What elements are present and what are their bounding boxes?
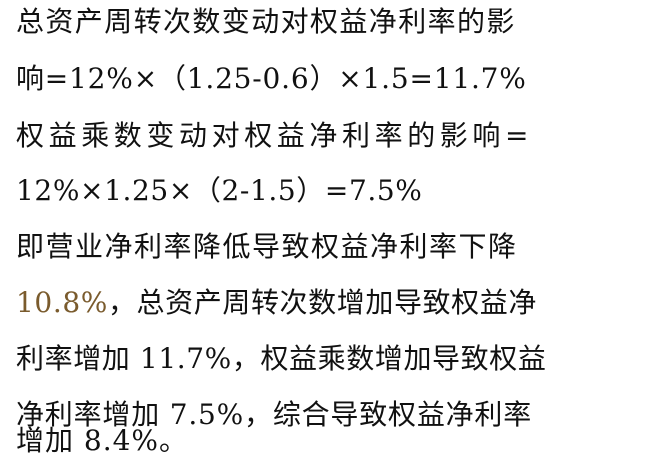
text-line-6-rest: ，总资产周转次数增加导致权益净 xyxy=(107,286,537,319)
text-line-3: 权益乘数变动对权益净利率的影响= xyxy=(16,119,534,152)
text-line-7: 利率增加 11.7%，权益乘数增加导致权益 xyxy=(16,342,547,375)
text-line-8: 净利率增加 7.5%，综合导致权益净利率 xyxy=(16,398,533,431)
text-line-6: 10.8%，总资产周转次数增加导致权益净 xyxy=(16,282,537,324)
percentage-10-8: 10.8% xyxy=(16,286,108,319)
text-line-1: 总资产周转次数变动对权益净利率的影 xyxy=(16,5,516,38)
text-line-5: 即营业净利率降低导致权益净利率下降 xyxy=(16,230,518,263)
text-line-9: 增加 8.4%。 xyxy=(16,424,189,457)
text-line-2: 响=12%×（1.25-0.6）×1.5=11.7% xyxy=(16,62,527,95)
text-line-4: 12%×1.25×（2-1.5）=7.5% xyxy=(16,174,423,207)
